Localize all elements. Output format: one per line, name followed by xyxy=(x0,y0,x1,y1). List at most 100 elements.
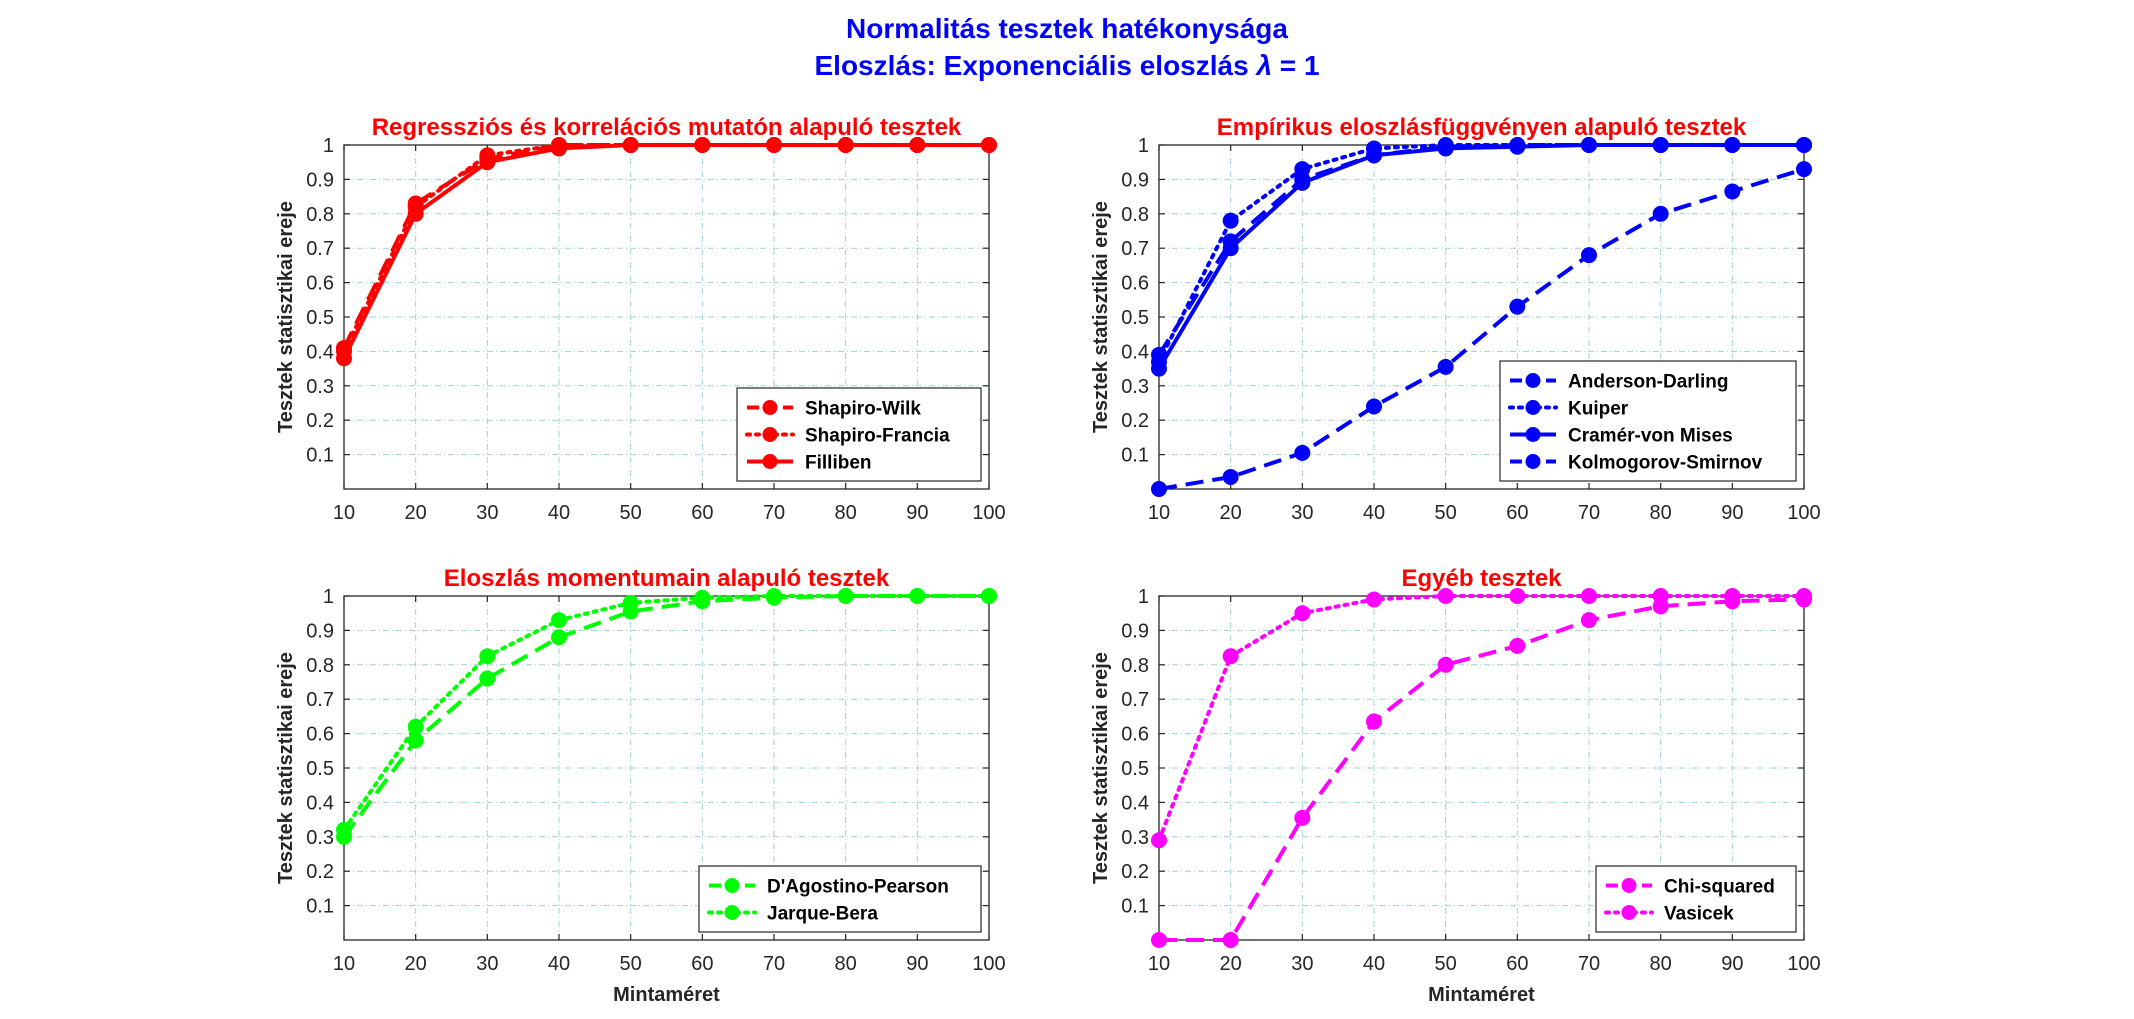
y-tick-label: 0.2 xyxy=(306,410,334,432)
series-line xyxy=(342,594,991,832)
y-tick-label: 0.3 xyxy=(306,376,334,398)
x-tick-label: 50 xyxy=(620,502,642,524)
legend-box xyxy=(736,387,982,482)
series-marker xyxy=(479,670,496,687)
series-line xyxy=(1158,167,1805,491)
series-marker xyxy=(407,205,424,222)
x-tick-label: 20 xyxy=(1220,953,1242,975)
x-tick-label: 80 xyxy=(835,502,857,524)
series-line xyxy=(1157,143,1804,370)
y-tick-label: 0.5 xyxy=(306,307,334,329)
x-tick-label: 10 xyxy=(333,953,355,975)
y-tick-label: 0.7 xyxy=(1121,689,1149,711)
series-marker xyxy=(1294,174,1311,191)
series-marker xyxy=(1222,648,1239,665)
figure-title-line1: Normalitás tesztek hatékonysága xyxy=(846,13,1288,44)
y-tick-label: 0.8 xyxy=(1121,655,1149,677)
legend: D'Agostino-Pearson Jarque-Bera xyxy=(698,865,982,933)
axes-title: Empírikus eloszlásfüggvényen alapuló tes… xyxy=(1217,114,1747,141)
series-marker xyxy=(1509,138,1526,155)
series-marker xyxy=(479,154,496,171)
x-tick-label: 70 xyxy=(763,502,785,524)
x-tick-label: 100 xyxy=(1787,502,1820,524)
legend-entry-label: Shapiro-Wilk xyxy=(805,399,921,420)
series-marker xyxy=(1509,637,1526,654)
series-marker xyxy=(694,137,711,153)
axes-title: Regressziós és korrelációs mutatón alapu… xyxy=(372,114,962,141)
series-marker xyxy=(1151,932,1167,948)
legend-entry-label: Anderson-Darling xyxy=(1568,372,1728,393)
axes-regression-tests: 10 20 30 40 50 60 70 80 90 100 0.1 0.2 0.3 0.4 0.5 0.6 0… xyxy=(275,114,1006,524)
series-marker xyxy=(1151,832,1167,849)
legend-marker-sample xyxy=(762,400,778,415)
x-tick-label: 40 xyxy=(1363,502,1385,524)
series-marker xyxy=(1294,605,1311,622)
y-tick-label: 0.8 xyxy=(1121,204,1149,226)
y-tick-label: 0.4 xyxy=(306,792,334,814)
series-marker xyxy=(551,612,567,629)
x-tick-label: 20 xyxy=(405,953,427,975)
y-tick-label: 0.4 xyxy=(1121,341,1149,363)
y-tick-label: 0.5 xyxy=(1121,307,1149,329)
x-tick-label: 30 xyxy=(1291,502,1313,524)
x-tick-label: 90 xyxy=(906,502,928,524)
y-tick-label: 0.1 xyxy=(306,445,334,467)
x-tick-label: 70 xyxy=(763,953,785,975)
legend-entry-label: Filliben xyxy=(805,453,872,474)
series-marker xyxy=(766,588,782,604)
series-marker xyxy=(407,718,424,735)
legend-marker-sample xyxy=(1621,905,1637,920)
series-marker xyxy=(909,588,926,604)
y-tick-label: 0.7 xyxy=(1121,238,1149,260)
series-marker xyxy=(1581,247,1597,264)
x-tick-label: 20 xyxy=(405,502,427,524)
axes-moment-tests: 10 20 30 40 50 60 70 80 90 100 0.1 0.2 0.3 0.4 0.5 0.6 0… xyxy=(275,565,1006,1006)
series-marker xyxy=(1724,588,1741,604)
y-tick-label: 0.7 xyxy=(306,689,334,711)
series-marker xyxy=(1652,588,1669,604)
y-tick-label: 1 xyxy=(1138,135,1149,157)
x-tick-label: 20 xyxy=(1220,502,1242,524)
y-tick-label: 0.9 xyxy=(1121,169,1149,191)
y-tick-label: 0.3 xyxy=(1121,827,1149,849)
y-tick-label: 0.8 xyxy=(306,655,334,677)
x-tick-label: 60 xyxy=(691,953,713,975)
series-marker xyxy=(622,137,639,153)
y-tick-label: 0.9 xyxy=(306,620,334,642)
y-tick-label: 0.2 xyxy=(306,861,334,883)
x-axis-label: Mintaméret xyxy=(1428,984,1535,1006)
y-tick-label: 0.6 xyxy=(306,273,334,295)
legend-box xyxy=(1595,865,1797,933)
x-tick-label: 90 xyxy=(906,953,928,975)
legend: Shapiro-Wilk Shapiro-Francia Filliben xyxy=(736,387,982,482)
series-marker xyxy=(336,350,352,367)
figure-title-line2-suffix: = 1 xyxy=(1272,50,1319,81)
x-tick-label: 60 xyxy=(1506,502,1528,524)
x-tick-label: 40 xyxy=(548,953,570,975)
x-tick-label: 50 xyxy=(1435,502,1457,524)
x-tick-label: 80 xyxy=(1650,502,1672,524)
legend: Chi-squared Vasicek xyxy=(1595,865,1797,933)
y-axis-label: Tesztek statisztikai ereje xyxy=(275,201,297,433)
x-tick-label: 90 xyxy=(1721,953,1743,975)
y-tick-label: 0.2 xyxy=(1121,861,1149,883)
y-tick-label: 0.8 xyxy=(306,204,334,226)
x-tick-label: 80 xyxy=(1650,953,1672,975)
legend-marker-sample xyxy=(1525,373,1541,388)
series-marker xyxy=(1652,205,1669,222)
x-tick-label: 30 xyxy=(476,953,498,975)
x-tick-label: 10 xyxy=(1148,953,1170,975)
y-axis-label: Tesztek statisztikai ereje xyxy=(1090,201,1112,433)
x-tick-label: 60 xyxy=(691,502,713,524)
series-marker xyxy=(551,140,567,157)
y-tick-label: 0.6 xyxy=(1121,724,1149,746)
series-marker xyxy=(1652,137,1669,153)
legend-marker-sample xyxy=(1525,427,1541,442)
legend-marker-sample xyxy=(762,427,778,442)
series-marker xyxy=(694,589,711,606)
series-marker xyxy=(1509,588,1526,604)
series-marker xyxy=(1294,161,1311,178)
legend: Anderson-Darling Kuiper Cramér-von Mises Ko… xyxy=(1499,360,1797,482)
series-marker xyxy=(1796,161,1812,178)
legend-entry-label: Cramér-von Mises xyxy=(1568,426,1733,447)
